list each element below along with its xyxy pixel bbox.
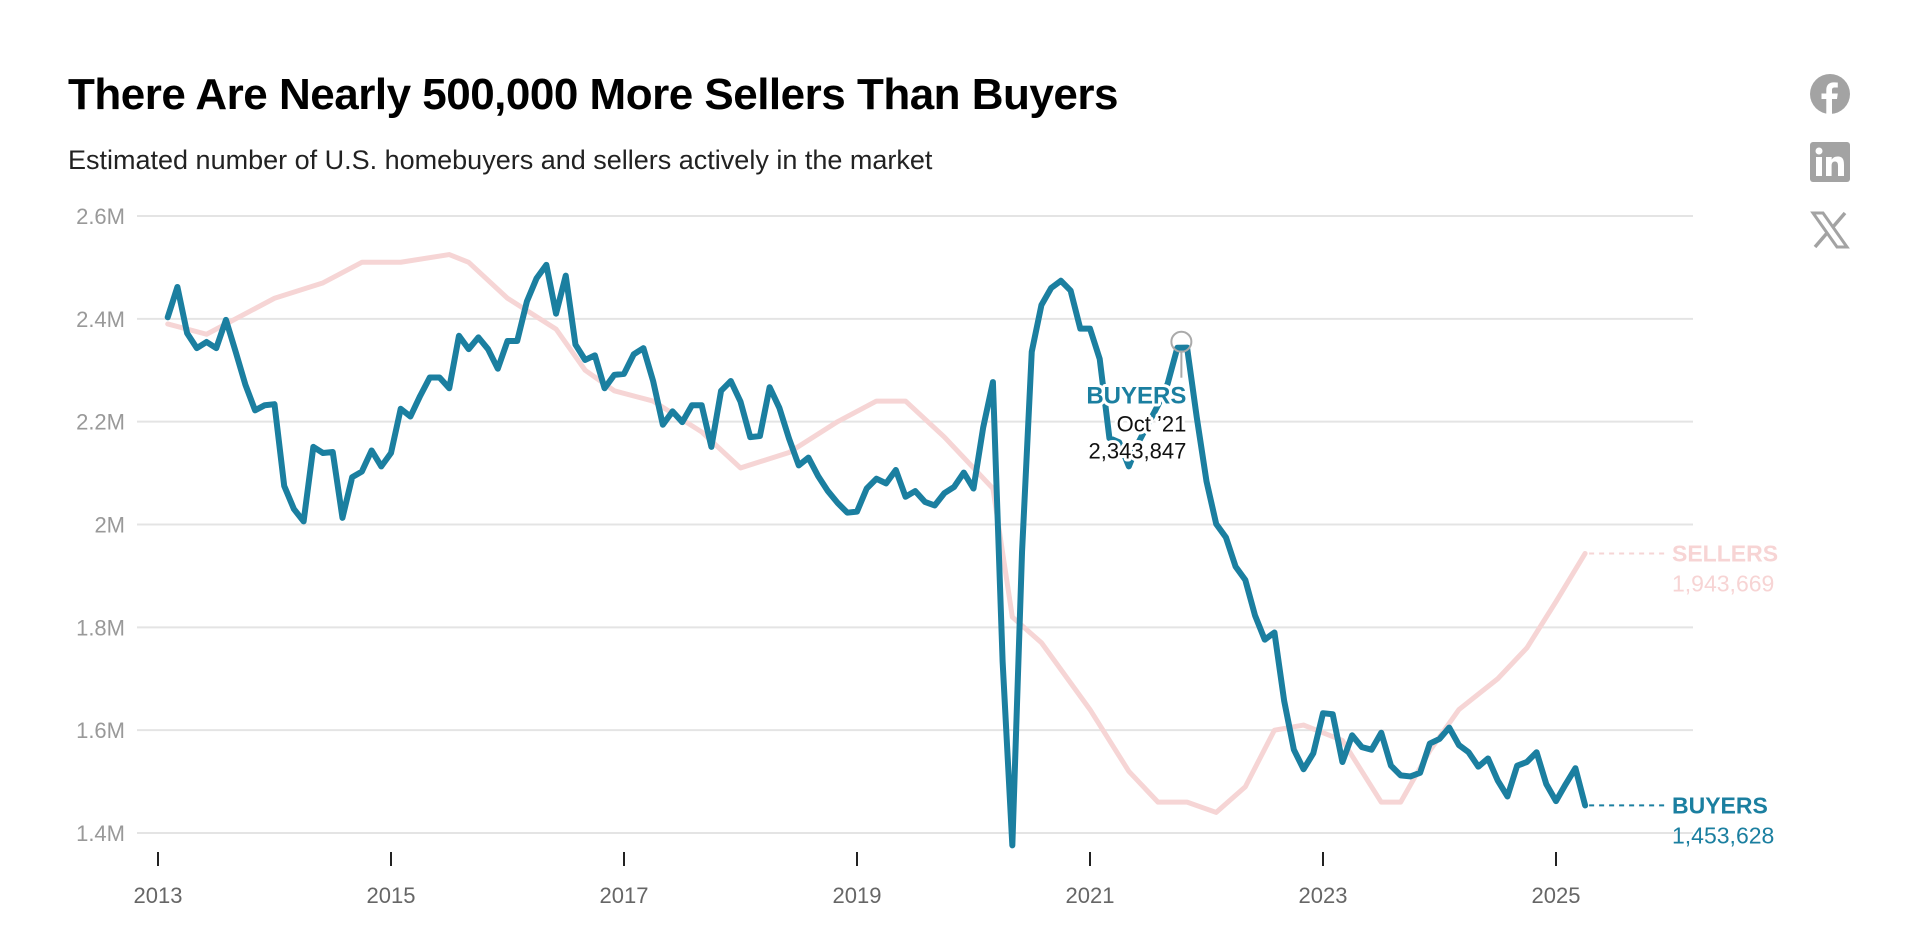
chart-title: There Are Nearly 500,000 More Sellers Th… — [68, 70, 1118, 119]
x-tick-label: 2017 — [600, 883, 649, 908]
x-tick-label: 2019 — [833, 883, 882, 908]
x-tick-label: 2013 — [134, 883, 183, 908]
tooltip-series-label: BUYERS — [1086, 383, 1186, 410]
sellers-value: 1,943,669 — [1672, 570, 1774, 596]
facebook-icon — [1810, 74, 1850, 114]
buyers-value: 1,453,628 — [1672, 822, 1774, 848]
y-tick-label: 1.6M — [76, 718, 125, 743]
tooltip-value: 2,343,847 — [1089, 439, 1187, 464]
x-icon — [1810, 211, 1850, 249]
y-tick-label: 1.4M — [76, 821, 125, 846]
linkedin-share-button[interactable] — [1806, 138, 1854, 186]
y-tick-label: 2.2M — [76, 410, 125, 435]
x-share-button[interactable] — [1806, 206, 1854, 254]
x-tick-label: 2023 — [1299, 883, 1348, 908]
x-tick-label: 2015 — [367, 883, 416, 908]
y-tick-label: 2.4M — [76, 307, 125, 332]
buyers-label: BUYERS — [1672, 792, 1768, 818]
y-tick-label: 2.6M — [76, 204, 125, 229]
tooltip-date: Oct ’21 — [1117, 412, 1187, 437]
facebook-share-button[interactable] — [1806, 70, 1854, 118]
x-axis: 2013 2015 2017 2019 2021 2023 2025 — [134, 852, 1581, 908]
chart-subtitle: Estimated number of U.S. homebuyers and … — [68, 145, 933, 175]
buyers-line — [164, 261, 1589, 849]
sellers-line — [165, 252, 1588, 815]
sellers-label: SELLERS — [1672, 540, 1778, 566]
series-lines — [164, 252, 1589, 849]
x-tick-label: 2021 — [1066, 883, 1115, 908]
y-tick-label: 2M — [94, 513, 125, 538]
y-tick-label: 1.8M — [76, 615, 125, 640]
series-end-labels: SELLERS 1,943,669 BUYERS 1,453,628 — [1589, 540, 1778, 848]
linkedin-icon — [1810, 142, 1850, 182]
x-tick-label: 2025 — [1532, 883, 1581, 908]
y-axis: 1.4M 1.6M 1.8M 2M 2.2M 2.4M 2.6M — [76, 204, 125, 846]
